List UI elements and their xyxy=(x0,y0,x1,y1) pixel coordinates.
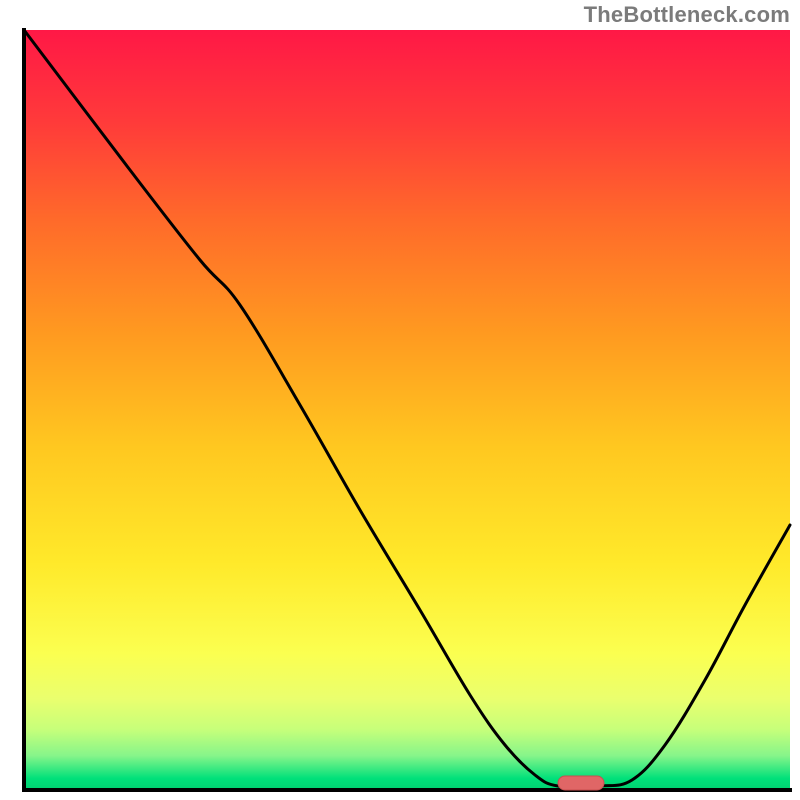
watermark-text: TheBottleneck.com xyxy=(584,2,790,28)
bottleneck-chart xyxy=(0,0,800,800)
chart-container: TheBottleneck.com xyxy=(0,0,800,800)
minimum-marker xyxy=(558,776,604,790)
plot-background xyxy=(24,30,790,790)
